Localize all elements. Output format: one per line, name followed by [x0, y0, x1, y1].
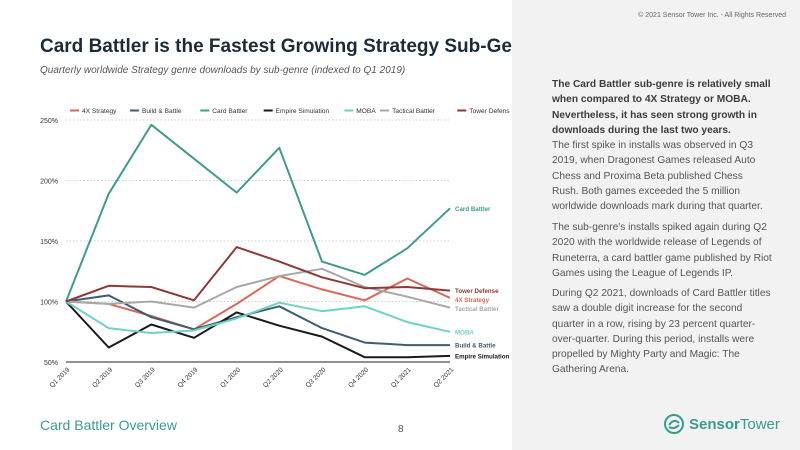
series-end-label: MOBA — [455, 329, 474, 336]
series-line — [65, 246, 451, 303]
series-line — [65, 267, 451, 309]
x-tick-label: Q2 2021 — [433, 366, 456, 389]
series-end-label: Card Battler — [455, 206, 491, 213]
series-line — [65, 275, 451, 331]
paragraph-q3-2019: The first spike in installs was observed… — [552, 140, 763, 213]
page-title: Card Battler is the Fastest Growing Stra… — [40, 36, 542, 57]
section-footer-label: Card Battler Overview — [40, 417, 177, 433]
page-number: 8 — [398, 424, 404, 435]
chart-section: Card Battler is the Fastest Growing Stra… — [40, 36, 542, 435]
x-tick-label: Q3 2020 — [305, 366, 328, 389]
series-end-label: Tower Defense — [455, 288, 499, 295]
x-tick-label: Q2 2019 — [91, 366, 114, 389]
series-line — [65, 294, 450, 347]
series-line — [65, 300, 451, 359]
y-tick-label: 200% — [40, 179, 58, 186]
legend-label: 4X Strategy — [82, 108, 117, 115]
legend-label: Tactical Battler — [392, 108, 436, 115]
page-subtitle: Quarterly worldwide Strategy genre downl… — [40, 65, 406, 76]
x-tick-label: Q2 2020 — [262, 366, 285, 389]
y-tick-label: 50% — [44, 360, 58, 367]
series-line — [65, 123, 451, 302]
legend-label: MOBA — [356, 108, 376, 115]
commentary-panel — [512, 0, 800, 450]
x-tick-label: Q4 2019 — [177, 366, 200, 389]
series-line — [65, 300, 451, 334]
legend-label: Build & Battle — [142, 108, 182, 115]
series-end-label: Empire Simulation — [455, 353, 510, 360]
sensor-tower-logo: SensorTower — [664, 414, 780, 434]
x-tick-label: Q3 2019 — [134, 366, 157, 389]
legend-label: Tower Defense — [469, 108, 510, 115]
y-tick-label: 250% — [40, 118, 58, 125]
legend-label: Card Battler — [212, 108, 248, 115]
lead-paragraph: The Card Battler sub-genre is relatively… — [552, 79, 771, 136]
series-end-label: Build & Battle — [455, 343, 496, 350]
legend-label: Empire Simulation — [276, 108, 330, 115]
y-tick-label: 100% — [40, 300, 58, 307]
line-chart: 50% 100% 150% 200% 250% Q1 2019 Q2 2019 Q3 2019… — [40, 108, 510, 389]
series-end-label: 4X Strategy — [455, 297, 490, 304]
x-tick-label: Q1 2019 — [49, 366, 72, 389]
sensor-tower-logo-icon — [664, 414, 684, 434]
paragraph-q2-2021: During Q2 2021, downloads of Card Battle… — [552, 288, 771, 376]
y-tick-label: 150% — [40, 239, 58, 246]
sensor-tower-wordmark: SensorTower — [689, 415, 780, 433]
series-end-label: Tactical Battler — [455, 306, 499, 313]
paragraph-q2-2020: The sub-genre's installs spiked again du… — [552, 222, 772, 279]
copyright-notice: © 2021 Sensor Tower Inc. - All Rights Re… — [638, 12, 786, 19]
x-tick-label: Q1 2020 — [219, 366, 242, 389]
x-tick-label: Q4 2020 — [347, 366, 370, 389]
x-tick-label: Q1 2021 — [390, 366, 413, 389]
